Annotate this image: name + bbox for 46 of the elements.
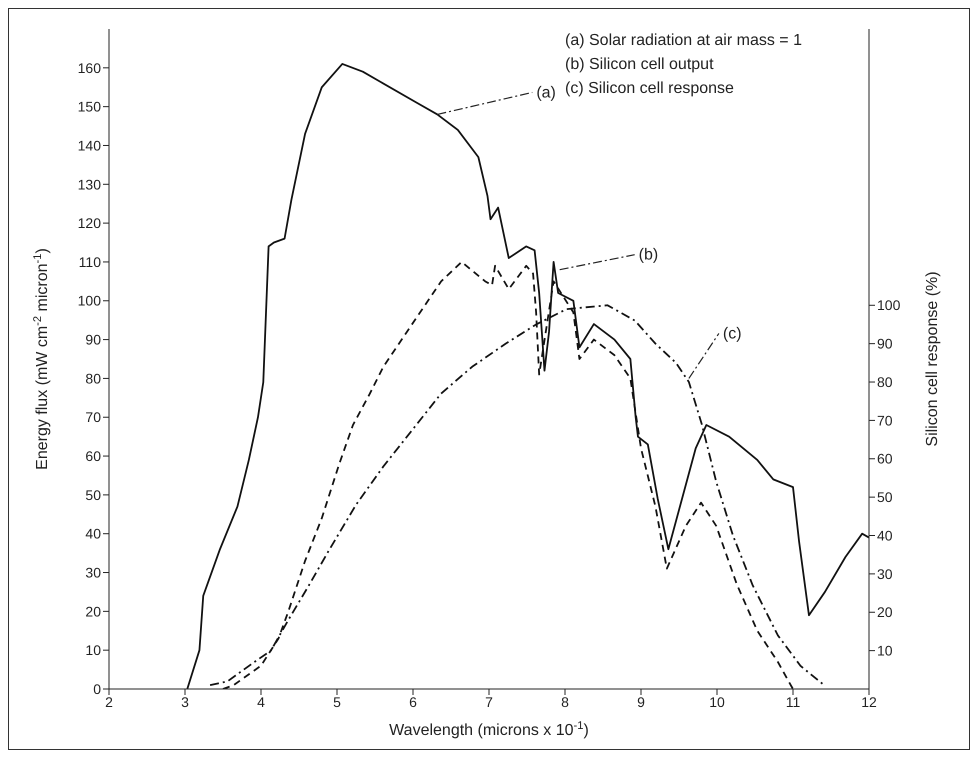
y2-tick-label: 60 (877, 450, 893, 467)
y-tick-label: 110 (78, 254, 102, 270)
annotation: (c) (722, 325, 742, 342)
x-tick-label: 12 (861, 694, 877, 710)
x-tick-label: 6 (409, 694, 418, 710)
y-tick-label: 30 (85, 564, 102, 580)
x-tick-label: 8 (561, 694, 570, 710)
y-tick-label: 70 (85, 409, 102, 426)
annotation: (c) Silicon cell response (565, 80, 734, 97)
x-axis-title: Wavelength (microns x 10$^{-1}$) (389, 720, 589, 739)
y-tick-label: 50 (85, 486, 102, 503)
y2-tick-label: 20 (877, 604, 893, 620)
x-tick-label: 10 (709, 694, 725, 710)
y2-tick-label: 70 (877, 412, 893, 428)
x-tick-label: 4 (257, 694, 266, 710)
annotation: (b) Silicon cell output (565, 56, 714, 73)
y-tick-label: 60 (85, 448, 102, 464)
y2-tick-label: 90 (877, 336, 893, 352)
y-tick-label: 80 (85, 370, 102, 386)
y2-tick-label: 30 (877, 566, 893, 582)
x-tick-label: 11 (786, 694, 800, 710)
annotation: (b) (638, 246, 658, 264)
y-tick-label: 10 (85, 642, 102, 658)
y-tick-label: 20 (85, 603, 102, 620)
y2-tick-label: 40 (877, 527, 893, 544)
y-tick-label: 120 (78, 215, 102, 232)
annotation: (a) Solar radiation at air mass = 1 (565, 32, 802, 49)
y-tick-label: 0 (93, 680, 102, 697)
y2-tick-label: 80 (877, 374, 893, 390)
y2-tick-label: 10 (877, 642, 893, 659)
x-tick-label: 9 (637, 694, 646, 710)
y-tick-label: 130 (78, 176, 102, 192)
y2-tick-label: 50 (877, 489, 893, 506)
y2-axis-title: Silicon cell response (%) (924, 271, 941, 447)
y-tick-label: 100 (78, 292, 102, 309)
x-tick-label: 3 (181, 694, 190, 710)
x-tick-label: 7 (485, 694, 494, 710)
y-tick-label: 150 (78, 98, 102, 115)
x-tick-label: 2 (105, 694, 114, 710)
y-tick-label: 90 (85, 332, 102, 348)
y-tick-label: 140 (78, 137, 102, 154)
y-tick-label: 40 (85, 526, 102, 542)
y2-tick-label: 100 (877, 297, 901, 314)
annotation: (a) (536, 84, 556, 102)
y-tick-label: 160 (78, 60, 102, 76)
x-tick-label: 5 (333, 694, 342, 710)
